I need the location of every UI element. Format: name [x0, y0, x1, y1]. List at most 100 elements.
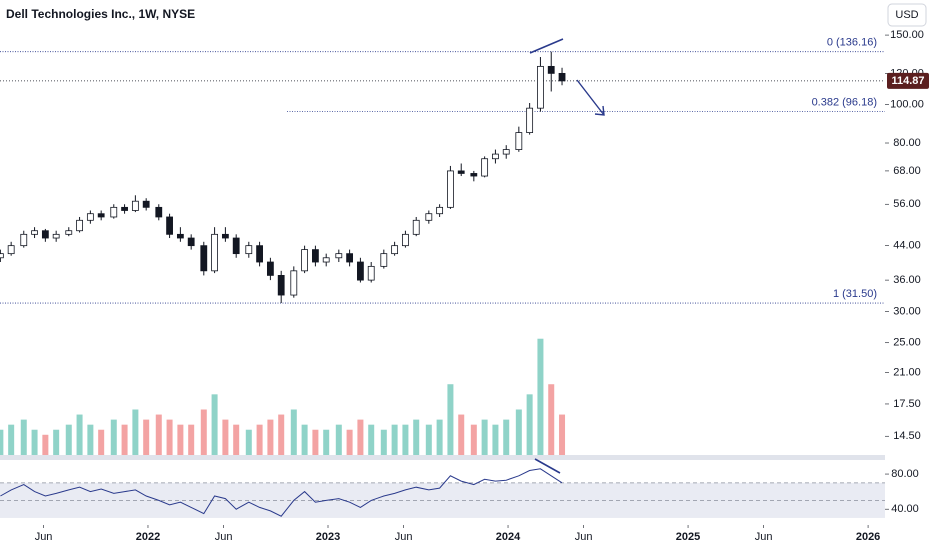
plot: 0 (136.16)0.382 (96.18)1 (31.50)150.0012…: [0, 29, 929, 543]
candle-body: [97, 213, 105, 218]
candle-body: [515, 132, 523, 150]
volume-bar: [323, 429, 330, 455]
x-tick-label: 2022: [136, 531, 160, 543]
candle-body: [176, 233, 184, 239]
candle-body: [526, 107, 534, 134]
y-tick-label: 80.00: [893, 137, 921, 149]
candle-body: [402, 233, 409, 247]
y-tick-label: 36.00: [893, 274, 921, 286]
volume-bar: [481, 419, 488, 455]
candle-body: [322, 257, 330, 263]
volume-bar: [335, 424, 342, 455]
currency-button[interactable]: [887, 3, 927, 27]
candle-body: [277, 275, 285, 296]
candle-body: [41, 230, 49, 239]
candle-body: [558, 72, 566, 82]
volume-bar: [53, 429, 60, 455]
volume-bar: [380, 429, 387, 455]
candle-body: [121, 206, 128, 211]
volume-bar: [470, 424, 477, 455]
candle-body: [290, 270, 298, 296]
candle-body: [481, 158, 489, 177]
candle-body: [211, 233, 218, 272]
last-price-label: 114.87: [891, 75, 924, 87]
candle-body: [245, 245, 253, 255]
candle-body: [436, 206, 444, 215]
rsi-tick-label: 80.00: [891, 468, 919, 480]
y-tick-label: 30.00: [893, 305, 921, 317]
volume-bar: [132, 409, 139, 455]
candle-body: [0, 253, 4, 259]
candle-body: [492, 153, 499, 160]
volume-bar: [559, 414, 566, 455]
y-tick-label: 17.50: [893, 398, 921, 410]
rsi-line: [0, 468, 563, 517]
volume-bar: [492, 424, 499, 455]
volume-bar: [312, 429, 319, 455]
volume-bar: [278, 414, 285, 455]
x-tick-label: Jun: [215, 531, 233, 543]
y-tick-label: 68.00: [893, 165, 921, 177]
arrow: [576, 79, 605, 116]
volume-bar: [290, 409, 297, 455]
volume-bar: [458, 414, 465, 455]
volume-bar: [368, 424, 375, 455]
candle-body: [457, 170, 465, 174]
volume-bar: [301, 424, 308, 455]
candle-body: [7, 245, 15, 255]
candle-body: [391, 245, 399, 255]
currency[interactable]: USD: [895, 9, 918, 21]
volume-bar: [436, 419, 443, 455]
candle-body: [110, 206, 118, 218]
volume-bar: [548, 384, 555, 455]
candle-body: [367, 265, 375, 281]
candle-body: [187, 237, 195, 247]
volume-bar: [65, 424, 72, 455]
volume-bar: [121, 424, 128, 455]
volume-bar: [188, 424, 195, 455]
candle-body: [547, 65, 555, 74]
candle-body: [65, 230, 73, 235]
candle-body: [221, 233, 229, 239]
x-tick-label: 2024: [496, 531, 521, 543]
fib-label: 0.382 (96.18): [812, 96, 877, 108]
candle-body: [256, 245, 263, 263]
volume-bar: [211, 394, 218, 455]
volume-bar: [200, 409, 207, 455]
volume-bar: [425, 424, 432, 455]
candle-body: [447, 170, 454, 208]
candle-body: [166, 216, 173, 235]
candle-body: [232, 237, 240, 255]
chart-title: Dell Technologies Inc., 1W, NYSE: [6, 7, 195, 21]
volume-bar: [87, 424, 94, 455]
x-tick-label: 2026: [856, 531, 880, 543]
volume-bar: [503, 419, 510, 455]
volume-bar: [391, 424, 398, 455]
candle-body: [380, 253, 388, 267]
volume-bar: [447, 384, 454, 455]
y-tick-label: 21.00: [893, 367, 921, 379]
last-price-box: [887, 72, 929, 89]
volume-bar: [222, 419, 229, 455]
y-tick-label: 14.50: [893, 430, 921, 442]
trendline: [529, 38, 564, 54]
fib-label: 0 (136.16): [827, 37, 877, 49]
candle-body: [301, 249, 309, 272]
x-tick-label: Jun: [575, 531, 593, 543]
x-tick-label: 2025: [676, 531, 700, 543]
candle-body: [470, 173, 478, 177]
candle-body: [52, 233, 60, 239]
arrow-head: [594, 105, 605, 116]
volume-bar: [526, 394, 533, 455]
candle-body: [537, 65, 544, 109]
candle-body: [412, 219, 420, 235]
volume-bar: [256, 424, 263, 455]
y-tick-label: 25.00: [893, 337, 921, 349]
candle-body: [131, 200, 139, 211]
candle-body: [357, 261, 364, 281]
x-tick-label: Jun: [395, 531, 413, 543]
candle-body: [312, 249, 319, 263]
volume-bar: [143, 419, 150, 455]
